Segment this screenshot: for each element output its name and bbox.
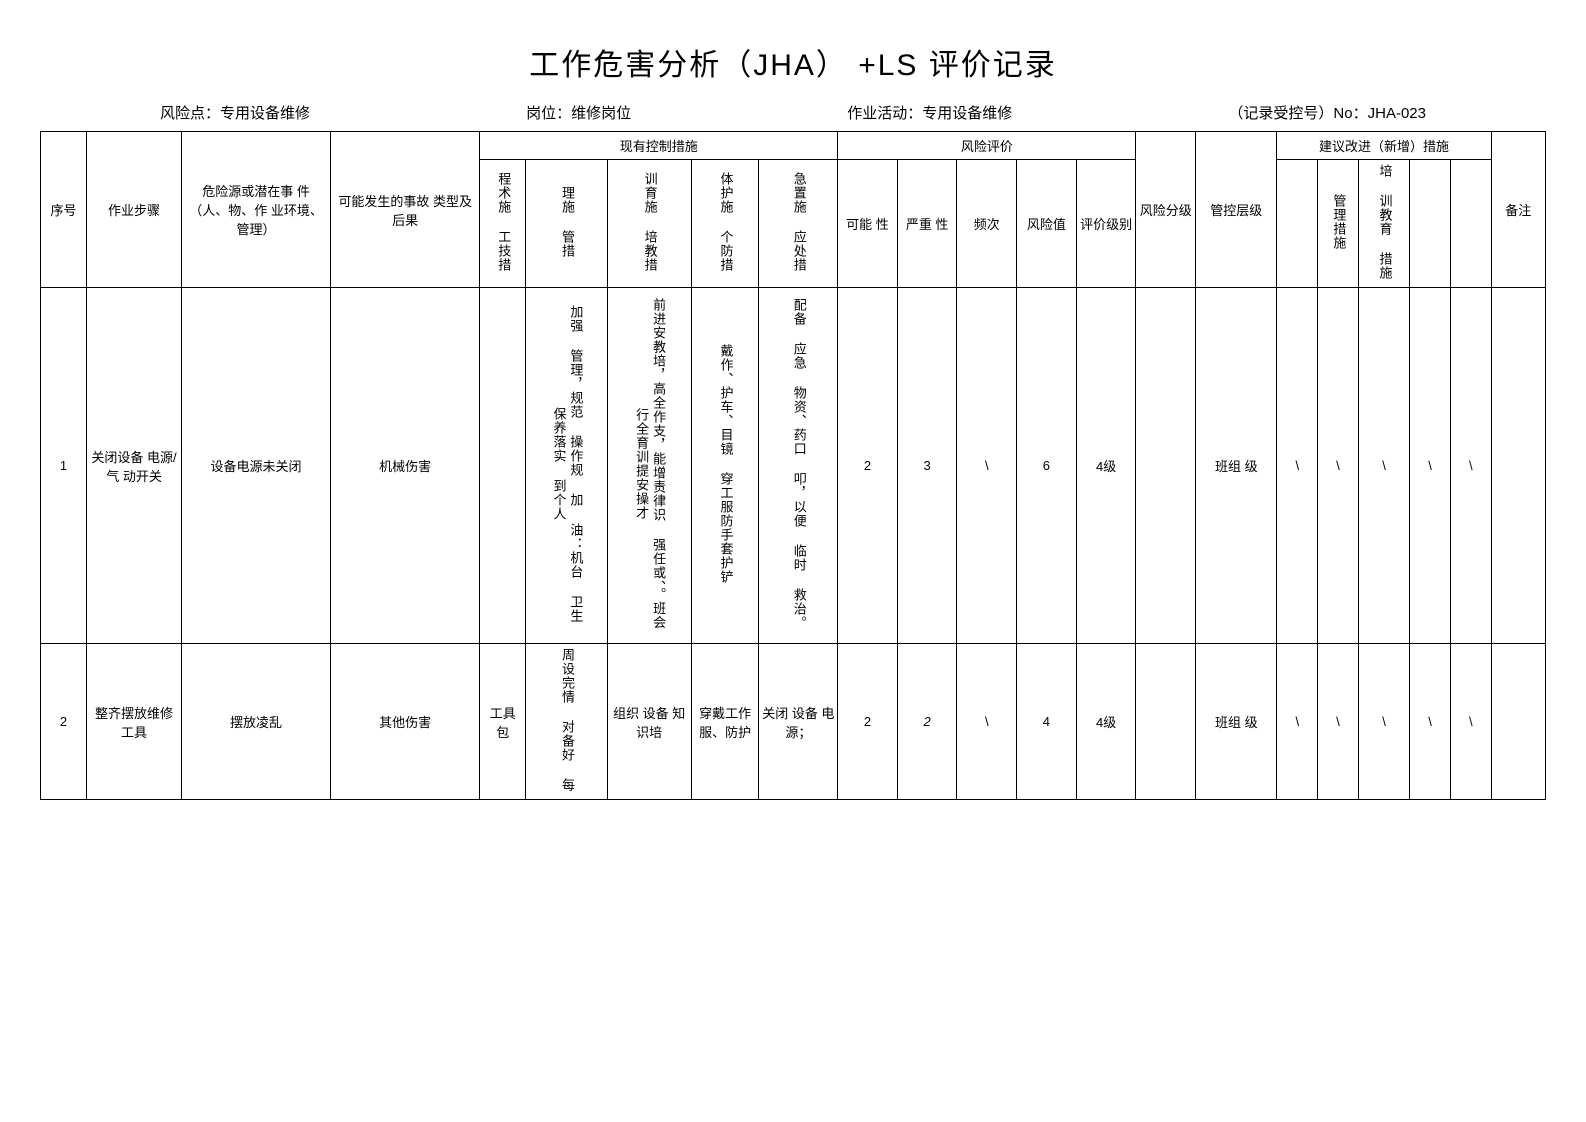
th-hazard: 危险源或潜在事 件（人、物、作 业环境、管理）	[181, 132, 330, 288]
meta-risk-point: 风险点：专用设备维修	[160, 102, 310, 123]
th-step: 作业步骤	[87, 132, 182, 288]
th-e3: 频次	[957, 160, 1017, 288]
cell-control: 班组 级	[1196, 288, 1277, 644]
th-s5	[1450, 160, 1491, 288]
value: 维修岗位	[571, 105, 631, 122]
cell-s2: \	[1318, 644, 1359, 800]
cell-e3: \	[957, 288, 1017, 644]
page-title: 工作危害分析（JHA） +LS 评价记录	[40, 40, 1546, 84]
value: 专用设备维修	[220, 105, 310, 122]
label: 程术施 工技措	[494, 172, 511, 272]
cell-level	[1136, 644, 1196, 800]
cell-s3: \	[1358, 288, 1410, 644]
cell-accident: 其他伤害	[331, 644, 480, 800]
cell-m3: 前进安教培，高全作支，能增责律识 强任或、。班会行全育训提安操才	[607, 288, 691, 644]
th-m1: 程术施 工技措	[480, 160, 526, 288]
label: 体护施 个防措	[717, 172, 734, 272]
label: （记录受控号）No：	[1228, 105, 1367, 122]
label: 训育施 培教措	[641, 172, 658, 272]
value: 专用设备维修	[922, 105, 1012, 122]
th-e4: 风险值	[1017, 160, 1077, 288]
label: 理施 管措	[558, 186, 575, 258]
cell-m4: 戴作、护车、目镜 穿工服防手套护铲	[691, 288, 759, 644]
cell-seq: 1	[41, 288, 87, 644]
th-m2: 理施 管措	[526, 160, 607, 288]
th-eval-group: 风险评价	[838, 132, 1136, 160]
cell-step: 关闭设备 电源/气 动开关	[87, 288, 182, 644]
th-s3: 培 训教育 措施	[1358, 160, 1410, 288]
cell-s1: \	[1277, 288, 1318, 644]
text: 2	[924, 714, 931, 729]
th-s1	[1277, 160, 1318, 288]
th-level: 风险分级	[1136, 132, 1196, 288]
th-s2: 管理措施	[1318, 160, 1359, 288]
cell-m3: 组织 设备 知识培	[607, 644, 691, 800]
cell-s2: \	[1318, 288, 1359, 644]
cell-control: 班组 级	[1196, 644, 1277, 800]
cell-e4: 6	[1017, 288, 1077, 644]
label: 风险点：	[160, 105, 220, 122]
cell-seq: 2	[41, 644, 87, 800]
th-e2: 严重 性	[897, 160, 957, 288]
cell-s5: \	[1450, 644, 1491, 800]
th-m5: 急置施 应处措	[759, 160, 838, 288]
cell-e2: 3	[897, 288, 957, 644]
th-suggest-group: 建议改进（新增）措施	[1277, 132, 1491, 160]
th-e5: 评价级别	[1076, 160, 1136, 288]
cell-hazard: 摆放凌乱	[181, 644, 330, 800]
cell-hazard: 设备电源未关闭	[181, 288, 330, 644]
cell-s4: \	[1410, 644, 1451, 800]
value: JHA-023	[1368, 105, 1426, 122]
cell-m5: 配备 应急 物资、药口 叩，以便 临时 救治。	[759, 288, 838, 644]
cell-e1: 2	[838, 644, 898, 800]
th-s4	[1410, 160, 1451, 288]
th-note: 备注	[1491, 132, 1545, 288]
cell-m2: 周设完情 对备好 每	[526, 644, 607, 800]
cell-m1: 工具 包	[480, 644, 526, 800]
th-m4: 体护施 个防措	[691, 160, 759, 288]
text: 前进安教培，高全作支，能增责律识 强任或、。班会行全育训提安操才	[632, 294, 666, 634]
table-row: 1 关闭设备 电源/气 动开关 设备电源未关闭 机械伤害 加强 管理，规范 操作…	[41, 288, 1546, 644]
label: 岗位：	[526, 105, 571, 122]
text: 戴作、护车、目镜 穿工服防手套护铲	[717, 344, 734, 584]
cell-m4: 穿戴工作服、防护	[691, 644, 759, 800]
meta-post: 岗位：维修岗位	[526, 102, 631, 123]
cell-s4: \	[1410, 288, 1451, 644]
meta-record-no: （记录受控号）No：JHA-023	[1228, 102, 1426, 123]
cell-e1: 2	[838, 288, 898, 644]
cell-m2: 加强 管理，规范 操作规 加 油：机台 卫生 保养落实 到个人	[526, 288, 607, 644]
th-control: 管控层级	[1196, 132, 1277, 288]
label: 培 训教育 措施	[1376, 164, 1393, 280]
cell-s5: \	[1450, 288, 1491, 644]
th-m3: 训育施 培教措	[607, 160, 691, 288]
cell-m5: 关闭 设备 电源；	[759, 644, 838, 800]
cell-e5: 4级	[1076, 288, 1136, 644]
cell-e3: \	[957, 644, 1017, 800]
label: 急置施 应处措	[790, 172, 807, 272]
text: 配备 应急 物资、药口 叩，以便 临时 救治。	[790, 298, 807, 630]
th-existing-group: 现有控制措施	[480, 132, 838, 160]
label: 作业活动：	[847, 105, 922, 122]
th-accident: 可能发生的事故 类型及后果	[331, 132, 480, 288]
cell-e4: 4	[1017, 644, 1077, 800]
table-row: 2 整齐摆放维修工具 摆放凌乱 其他伤害 工具 包 周设完情 对备好 每 组织 …	[41, 644, 1546, 800]
cell-note	[1491, 288, 1545, 644]
cell-e5: 4级	[1076, 644, 1136, 800]
meta-row: 风险点：专用设备维修 岗位：维修岗位 作业活动：专用设备维修 （记录受控号）No…	[40, 102, 1546, 123]
cell-e2: 2	[897, 644, 957, 800]
th-seq: 序号	[41, 132, 87, 288]
cell-step: 整齐摆放维修工具	[87, 644, 182, 800]
cell-note	[1491, 644, 1545, 800]
text: 周设完情 对备好 每	[558, 648, 575, 792]
text: 加强 管理，规范 操作规 加 油：机台 卫生 保养落实 到个人	[550, 294, 584, 634]
cell-s1: \	[1277, 644, 1318, 800]
cell-accident: 机械伤害	[331, 288, 480, 644]
meta-activity: 作业活动：专用设备维修	[847, 102, 1012, 123]
jha-table: 序号 作业步骤 危险源或潜在事 件（人、物、作 业环境、管理） 可能发生的事故 …	[40, 131, 1546, 800]
cell-m1	[480, 288, 526, 644]
cell-s3: \	[1358, 644, 1410, 800]
cell-level	[1136, 288, 1196, 644]
th-e1: 可能 性	[838, 160, 898, 288]
label: 管理措施	[1329, 194, 1346, 250]
